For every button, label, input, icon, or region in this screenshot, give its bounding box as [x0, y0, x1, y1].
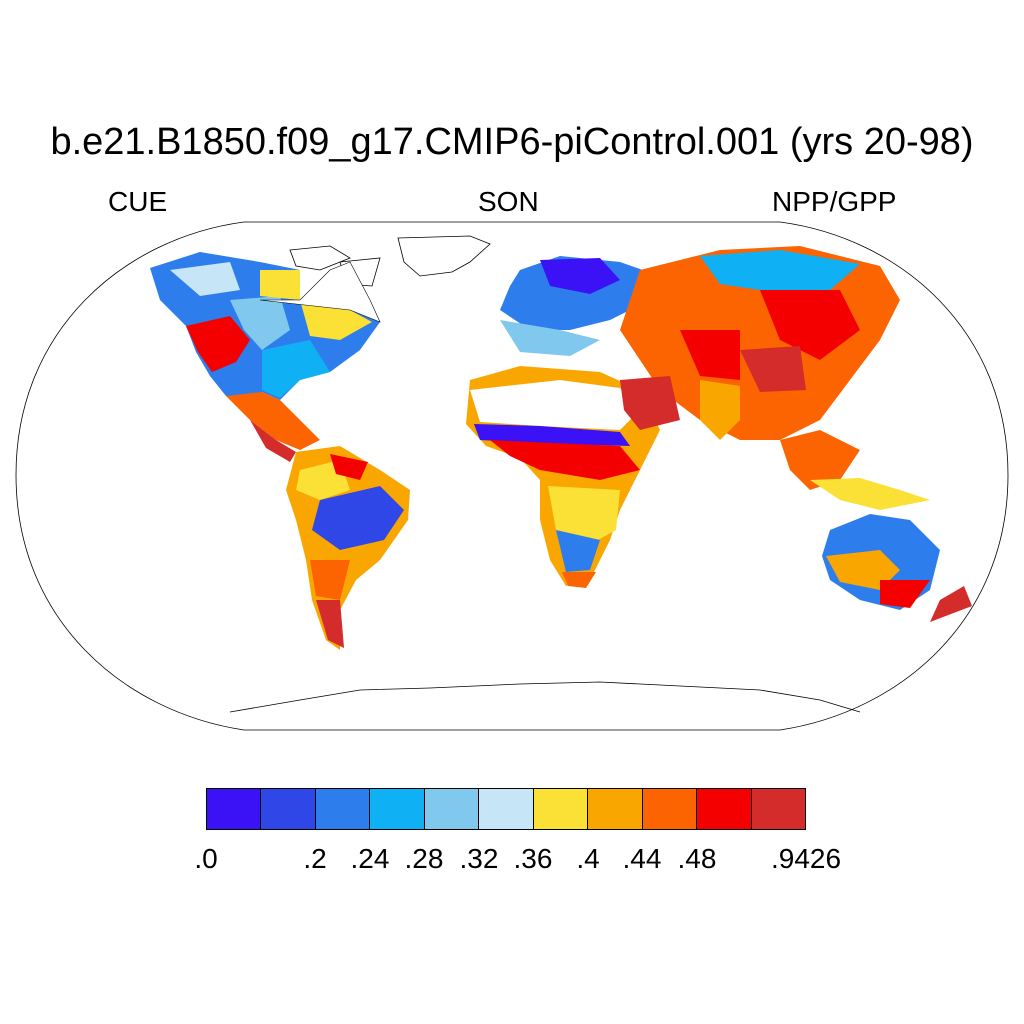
colorbar-tick-label: .32	[459, 843, 499, 874]
colorbar-tick-label: .48	[677, 843, 717, 874]
europe	[500, 256, 660, 356]
units-label: NPP/GPP	[772, 186, 897, 217]
colorbar-swatch	[588, 789, 643, 829]
colorbar-swatch	[479, 789, 534, 829]
colorbar-swatch	[642, 789, 698, 829]
colorbar-tick-label: .9426	[770, 843, 842, 874]
colorbar-swatch	[315, 789, 371, 829]
colorbar-tick-label: .4	[576, 843, 600, 874]
variable-label: CUE	[108, 186, 168, 217]
colorbar-tick-label: .28	[404, 843, 444, 874]
antarctica-coast	[229, 681, 861, 713]
colorbar-tick-label: .36	[513, 843, 553, 874]
colorbar-tick-label: .24	[350, 843, 390, 874]
season-label: SON	[478, 186, 539, 217]
colorbar-swatch	[697, 789, 752, 829]
australia	[822, 514, 972, 622]
south-america	[286, 446, 410, 650]
colorbar-swatch	[261, 789, 316, 829]
colorbar-tick-label: .2	[303, 843, 327, 874]
colorbar-tick-label: .44	[622, 843, 662, 874]
colorbar	[206, 788, 806, 830]
asia	[620, 246, 930, 510]
africa	[466, 366, 660, 588]
colorbar-swatch	[533, 789, 589, 829]
colorbar-swatch	[424, 789, 480, 829]
colorbar-swatch	[207, 789, 262, 829]
colorbar-swatch	[370, 789, 425, 829]
plot-title: b.e21.B1850.f09_g17.CMIP6-piControl.001 …	[50, 121, 974, 163]
colorbar-swatch	[751, 789, 805, 829]
colorbar-tick-label: .0	[194, 843, 218, 874]
north-america	[150, 252, 381, 462]
